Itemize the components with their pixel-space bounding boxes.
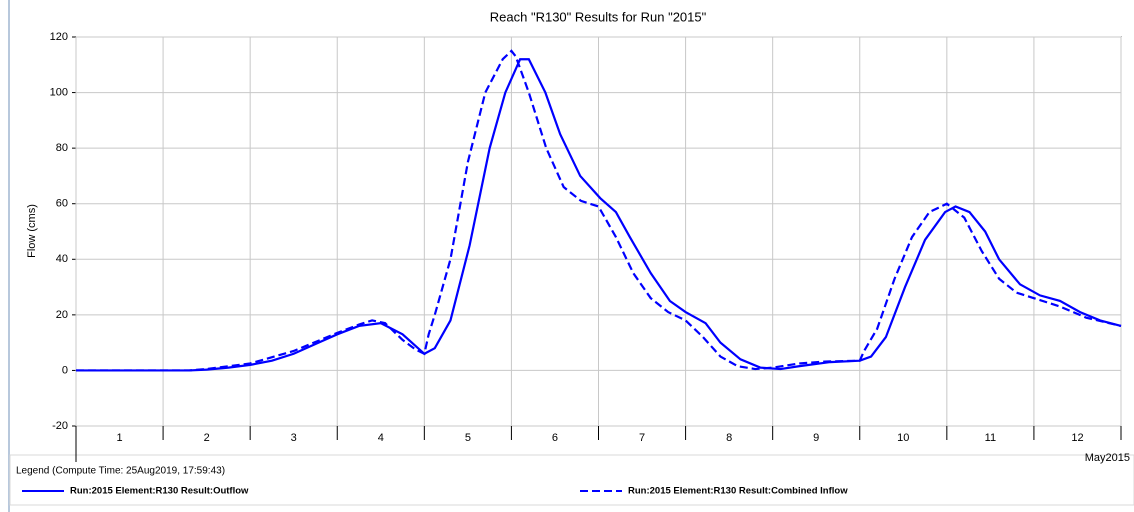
legend-label: Run:2015 Element:R130 Result:Combined In… [628,486,848,497]
x-tick-label: 9 [813,432,819,444]
legend-label: Run:2015 Element:R130 Result:Outflow [70,486,249,497]
x-tick-label: 3 [291,432,297,444]
y-axis-label: Flow (cms) [26,204,38,258]
x-tick-label: 12 [1071,432,1083,444]
x-period-label: May2015 [1085,452,1130,464]
x-tick-label: 5 [465,432,471,444]
series-line [76,49,1122,372]
y-tick-label: 40 [56,253,68,265]
y-tick-label: 0 [62,364,68,376]
x-tick-label: 8 [726,432,732,444]
y-tick-label: 20 [56,309,68,321]
y-tick-label: 120 [50,31,68,43]
y-tick-label: 100 [50,86,68,98]
window-edge [8,0,10,512]
y-tick-label: 80 [56,142,68,154]
series-line [76,58,1122,372]
x-tick-label: 7 [639,432,645,444]
x-tick-label: 4 [378,432,384,444]
y-tick-label: -20 [52,420,68,432]
x-tick-label: 10 [897,432,909,444]
x-tick-label: 11 [985,432,996,444]
legend-box [9,454,1134,506]
legend-title: Legend (Compute Time: 25Aug2019, 17:59:4… [16,466,225,477]
chart-title: Reach "R130" Results for Run "2015" [490,9,707,24]
x-tick-label: 1 [116,432,122,444]
y-tick-label: 60 [56,198,68,210]
x-tick-label: 2 [204,432,210,444]
x-tick-label: 6 [552,432,558,444]
